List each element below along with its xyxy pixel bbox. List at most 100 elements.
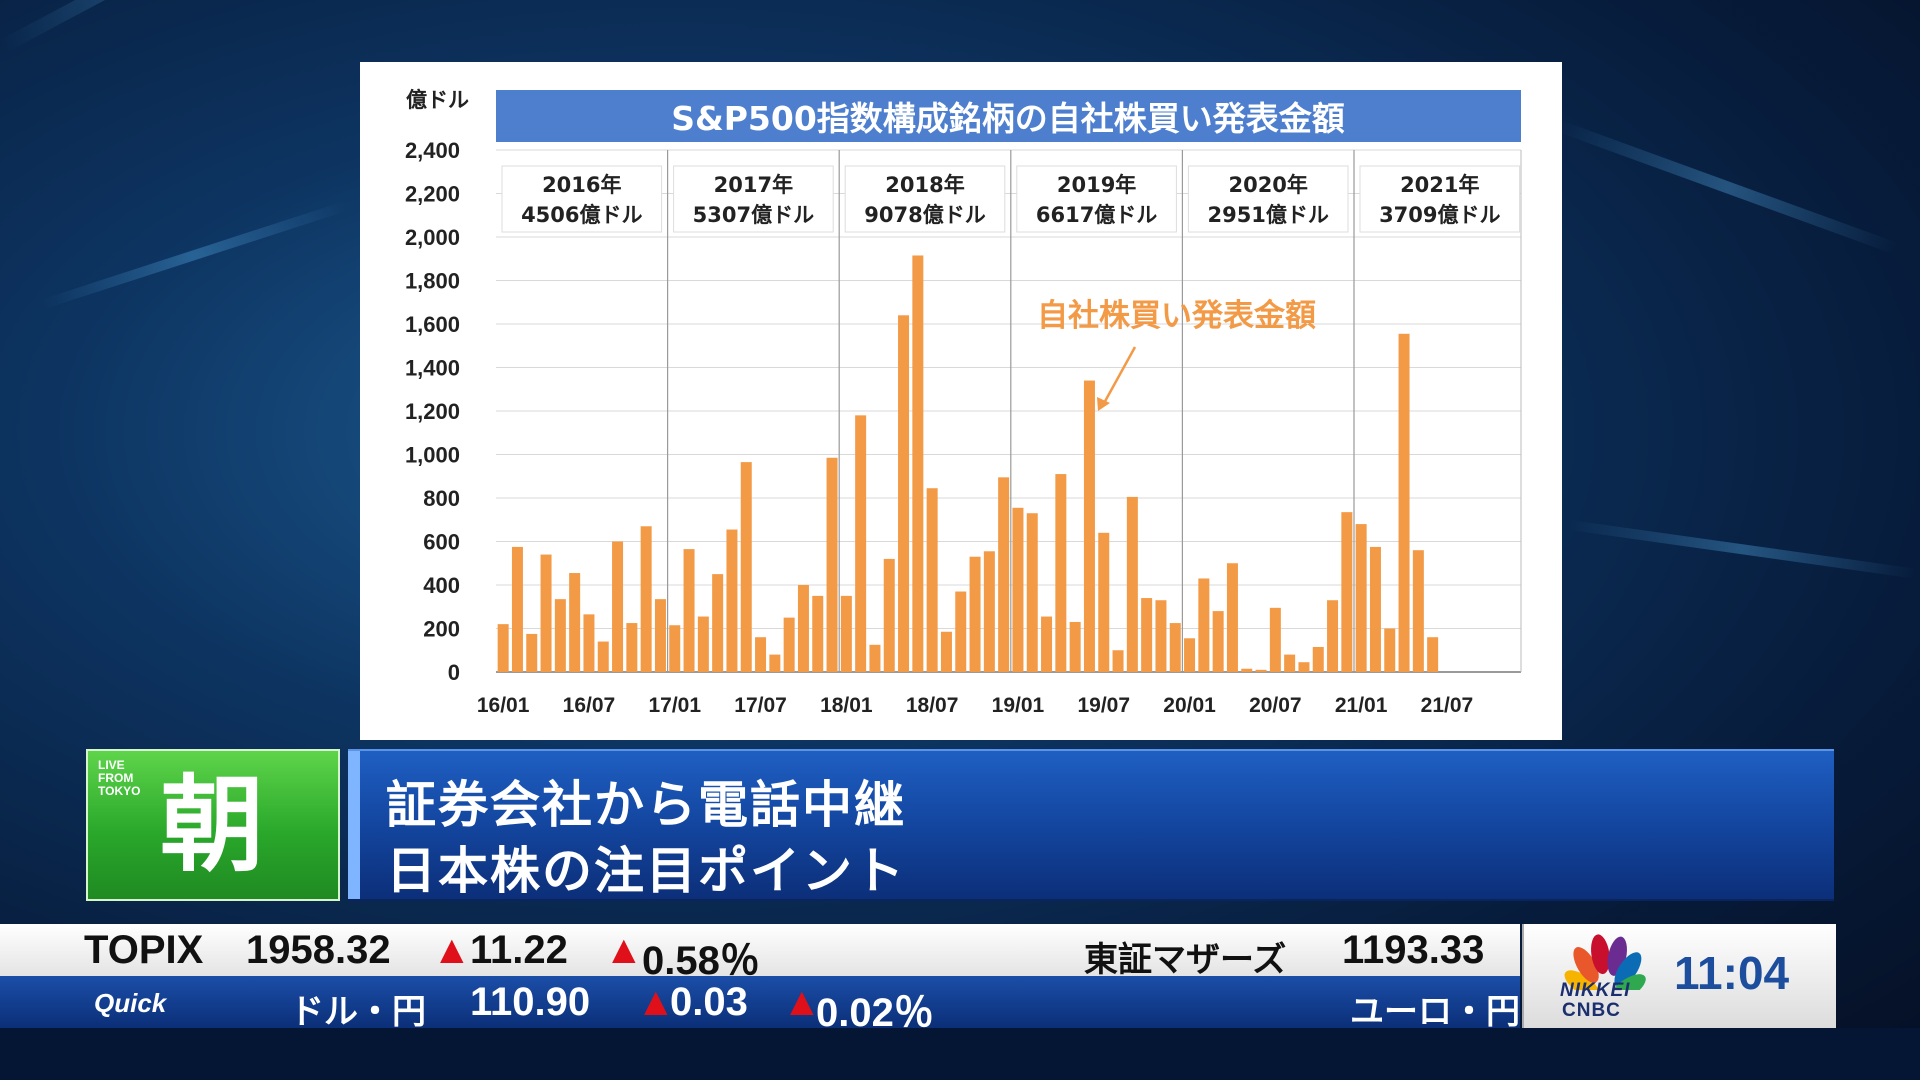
year-summary-year: 2016年 bbox=[542, 173, 621, 197]
bar bbox=[1269, 607, 1281, 672]
annotation-arrow bbox=[1101, 346, 1137, 406]
bar bbox=[1298, 662, 1310, 672]
bar bbox=[1112, 650, 1124, 672]
network-clock-box: NIKKEI CNBC 11:04 bbox=[1522, 924, 1836, 1028]
bar bbox=[855, 415, 867, 672]
bar bbox=[626, 623, 638, 672]
ticker-top-row: TOPIX 1958.32 ▲ 11.22 ▲ 0.58％ 東証マザーズ 119… bbox=[0, 924, 1520, 983]
bar bbox=[755, 637, 767, 672]
y-tick-label: 1,800 bbox=[405, 269, 460, 294]
bar bbox=[898, 315, 910, 672]
bar bbox=[511, 546, 523, 672]
background-stripe bbox=[1568, 520, 1917, 579]
ticker-fx2-name: ユーロ・円 bbox=[1350, 992, 1520, 1032]
ticker-index-value: 1958.32 bbox=[246, 928, 391, 972]
chart-annotation: 自社株買い発表金額 bbox=[1037, 298, 1316, 334]
segment-title-line2: 日本株の注目ポイント bbox=[386, 842, 906, 900]
bottom-band bbox=[0, 1028, 1920, 1080]
y-tick-label: 2,200 bbox=[405, 182, 460, 207]
bar bbox=[1126, 496, 1138, 672]
year-summary-box bbox=[1016, 165, 1177, 233]
x-tick-label: 21/01 bbox=[1335, 694, 1388, 717]
bar bbox=[1284, 654, 1296, 672]
y-axis-unit-label: 億ドル bbox=[406, 88, 469, 112]
year-summary-box bbox=[1359, 165, 1521, 233]
bar bbox=[1369, 546, 1381, 672]
ticker-index-change: 11.22 bbox=[470, 928, 568, 972]
bar bbox=[1241, 668, 1253, 672]
brand-kanji: 朝 bbox=[160, 764, 265, 886]
up-arrow-icon: ▲ bbox=[604, 928, 644, 972]
year-summary-year: 2017年 bbox=[714, 173, 793, 197]
y-tick-label: 400 bbox=[423, 573, 460, 598]
bar bbox=[998, 477, 1010, 672]
up-arrow-icon: ▲ bbox=[636, 980, 676, 1024]
ticker-index2-name: 東証マザーズ bbox=[1084, 940, 1287, 980]
bar bbox=[1312, 646, 1324, 672]
x-tick-label: 19/01 bbox=[992, 694, 1045, 717]
y-tick-label: 600 bbox=[423, 530, 460, 555]
up-arrow-icon: ▲ bbox=[432, 928, 472, 972]
bar bbox=[883, 558, 895, 672]
bar bbox=[1226, 563, 1238, 672]
y-tick-label: 2,400 bbox=[405, 138, 460, 163]
year-summary-box bbox=[673, 165, 834, 233]
bar bbox=[1412, 550, 1424, 672]
ticker-fx-name: ドル・円 bbox=[290, 992, 426, 1032]
year-summary-total: 3709億ドル bbox=[1379, 203, 1500, 227]
bar bbox=[1212, 611, 1224, 672]
peacock-logo-icon bbox=[1564, 934, 1646, 990]
year-summary-total: 4506億ドル bbox=[521, 203, 642, 227]
quick-logo: Quick bbox=[94, 988, 167, 1018]
year-summary-year: 2020年 bbox=[1228, 173, 1307, 197]
bar bbox=[497, 624, 509, 672]
bar bbox=[569, 573, 581, 672]
bar bbox=[1069, 621, 1081, 672]
year-summary-total: 2951億ドル bbox=[1207, 203, 1328, 227]
year-summary-year: 2021年 bbox=[1400, 173, 1479, 197]
x-tick-label: 18/07 bbox=[906, 694, 959, 717]
bar bbox=[912, 255, 924, 673]
bar bbox=[1198, 578, 1210, 672]
bar bbox=[869, 644, 881, 672]
title-accent bbox=[348, 751, 360, 899]
y-tick-label: 1,200 bbox=[405, 399, 460, 424]
annotation-arrow-head bbox=[1097, 397, 1110, 411]
segment-title-bar: 証券会社から電話中継 日本株の注目ポイント bbox=[348, 749, 1834, 901]
y-tick-label: 1,400 bbox=[405, 356, 460, 381]
bar bbox=[1384, 628, 1396, 672]
bar bbox=[1341, 512, 1353, 672]
year-summary-box bbox=[501, 165, 663, 233]
bar bbox=[1083, 380, 1095, 672]
bar bbox=[640, 526, 652, 672]
bar bbox=[769, 654, 781, 672]
brand-live-label: LIVE FROM TOKYO bbox=[98, 759, 140, 798]
year-summary-total: 9078億ドル bbox=[864, 203, 985, 227]
bar bbox=[683, 549, 695, 672]
x-tick-label: 16/01 bbox=[477, 694, 530, 717]
bar bbox=[669, 625, 681, 672]
year-summary-year: 2019年 bbox=[1057, 173, 1136, 197]
x-tick-label: 21/07 bbox=[1421, 694, 1474, 717]
x-tick-label: 18/01 bbox=[820, 694, 873, 717]
chart-title: S&P500指数構成銘柄の自社株買い発表金額 bbox=[671, 99, 1345, 138]
bar bbox=[1155, 600, 1167, 672]
bar bbox=[1398, 333, 1410, 672]
bar bbox=[540, 554, 552, 672]
bar bbox=[812, 595, 824, 672]
bar bbox=[597, 641, 609, 672]
bar bbox=[526, 633, 538, 672]
chart-title-bar bbox=[496, 90, 1521, 142]
bar bbox=[969, 556, 981, 672]
brand-small-line: TOKYO bbox=[98, 784, 141, 798]
bar bbox=[1327, 600, 1339, 672]
year-summary-total: 6617億ドル bbox=[1036, 203, 1157, 227]
x-tick-label: 17/07 bbox=[734, 694, 787, 717]
x-tick-label: 20/01 bbox=[1163, 694, 1216, 717]
bar bbox=[1184, 638, 1196, 672]
ticker-index-name: TOPIX bbox=[84, 928, 204, 972]
y-tick-label: 800 bbox=[423, 486, 460, 511]
bar bbox=[654, 599, 666, 672]
year-summary-box bbox=[844, 165, 1006, 233]
ticker-fx-pct: 0.02％ bbox=[816, 991, 934, 1035]
